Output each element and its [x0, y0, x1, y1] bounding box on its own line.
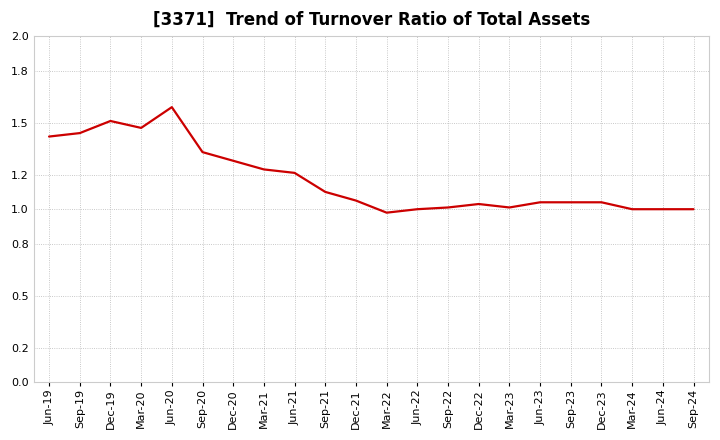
- Title: [3371]  Trend of Turnover Ratio of Total Assets: [3371] Trend of Turnover Ratio of Total …: [153, 11, 590, 29]
